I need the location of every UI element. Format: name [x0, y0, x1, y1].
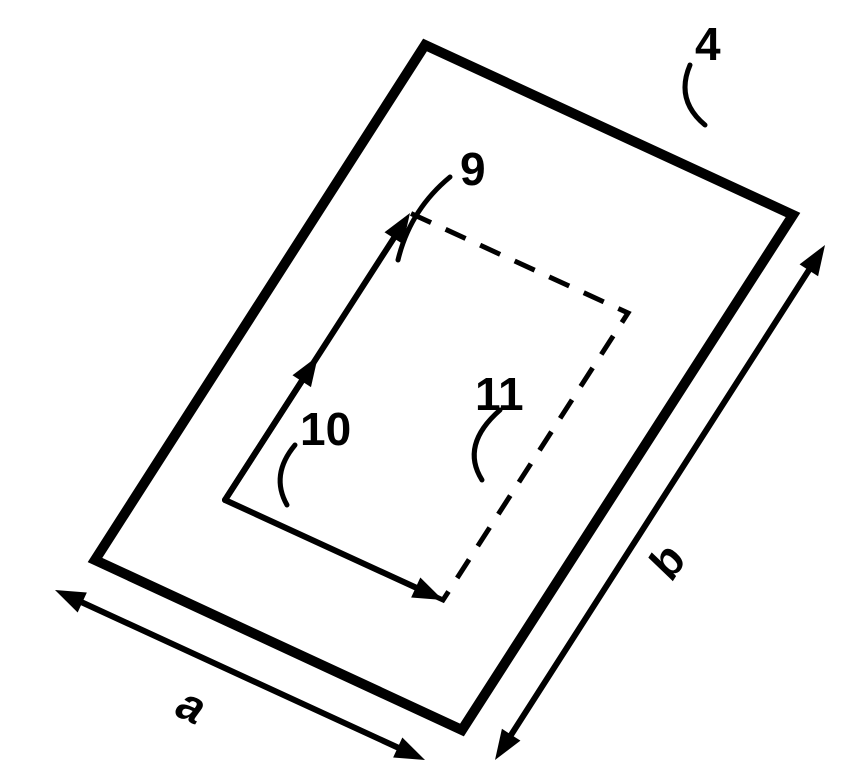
ref-label-4: 4: [695, 18, 721, 70]
ref-label-11: 11: [475, 368, 524, 420]
dimension-arrows: [55, 245, 825, 760]
dim-label-a: a: [169, 676, 214, 734]
outer-rectangle: [95, 45, 793, 730]
ref-label-9: 9: [460, 143, 486, 195]
dim-label-b: b: [637, 536, 696, 588]
ref-label-10: 10: [300, 403, 351, 455]
diagram-svg: 4 9 10 11 a b: [0, 0, 845, 782]
